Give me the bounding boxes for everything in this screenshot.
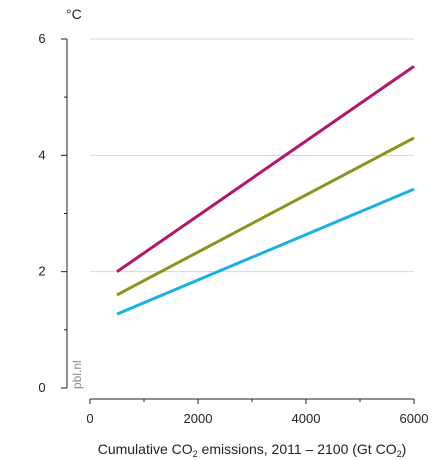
pbl-watermark: pbl.nl — [70, 360, 84, 389]
x-tick-label-4000: 4000 — [292, 411, 321, 426]
series-line-2 — [116, 136, 415, 297]
y-unit-label: °C — [66, 6, 82, 22]
y-tick-label-6: 6 — [38, 31, 45, 46]
series-line-3 — [116, 187, 415, 316]
grid — [90, 38, 414, 273]
x-axis-title: Cumulative CO2 emissions, 2011 – 2100 (G… — [98, 441, 407, 459]
y-tick-label-2: 2 — [38, 264, 45, 279]
series-lines — [116, 65, 415, 316]
y-tick-label-4: 4 — [38, 147, 45, 162]
x-tick-label-0: 0 — [86, 411, 93, 426]
x-tick-label-2000: 2000 — [184, 411, 213, 426]
axes: 0 2 4 6 0 2000 4000 6000 — [38, 31, 428, 426]
x-tick-label-6000: 6000 — [400, 411, 429, 426]
series-line-1 — [116, 65, 415, 273]
y-tick-label-0: 0 — [38, 380, 45, 395]
